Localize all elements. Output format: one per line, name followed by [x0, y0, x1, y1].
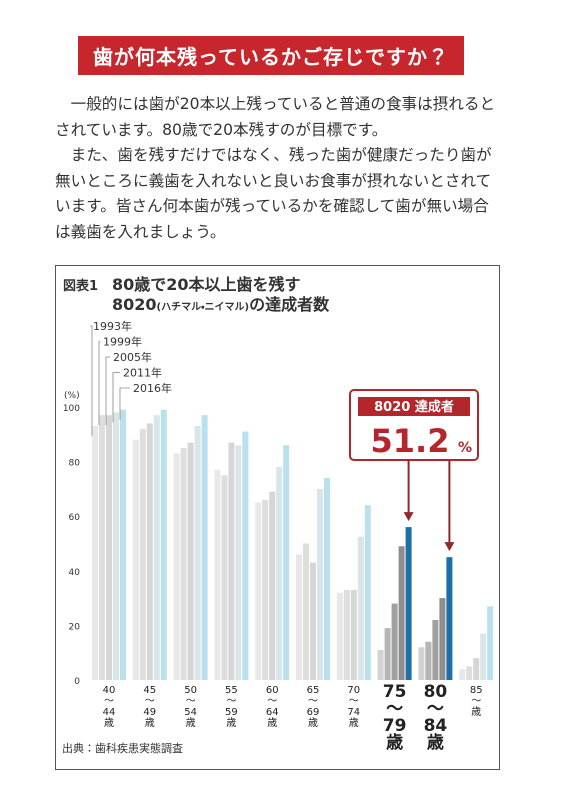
bar	[425, 641, 432, 680]
bar	[296, 554, 302, 680]
figure-source: 出典：歯科疾患実態調査	[62, 741, 183, 755]
bar	[228, 442, 235, 680]
y-tick-label: 0	[74, 677, 80, 687]
bar	[194, 426, 201, 680]
bar	[350, 589, 357, 680]
bar	[92, 426, 98, 680]
annotation-unit: %	[458, 440, 472, 456]
y-tick-label: 60	[69, 513, 81, 523]
annotation-text: 8020 達成者	[374, 399, 454, 415]
legend-label: 2016年	[133, 381, 172, 395]
body-text: 一般的には歯が20本以上残っていると普通の食事は摂れるとされています。80歳で2…	[55, 92, 499, 245]
bar	[132, 439, 139, 680]
y-tick-label: 40	[69, 568, 81, 578]
bar	[242, 431, 249, 680]
bar	[153, 415, 160, 680]
bar	[480, 633, 487, 680]
annotation-arrowhead	[403, 512, 414, 522]
bar	[317, 488, 323, 680]
header-banner: 歯が何本残っているかご存じですか？	[78, 36, 464, 75]
bar	[391, 603, 398, 680]
x-tick-label: 40 〜 44 歳	[103, 685, 116, 729]
bar	[276, 467, 283, 680]
bar	[146, 423, 153, 680]
bar	[459, 669, 466, 680]
legend-label: 1993年	[93, 319, 132, 333]
x-tick-label: 75 〜 79 歳	[383, 682, 407, 753]
bar	[99, 415, 105, 680]
legend-leader	[119, 387, 130, 420]
bar	[384, 628, 391, 680]
bar	[255, 502, 262, 680]
paragraph: 一般的には歯が20本以上残っていると普通の食事は摂れるとされています。80歳で2…	[55, 95, 496, 139]
bar	[262, 499, 269, 680]
bar	[446, 557, 453, 680]
bar	[310, 562, 316, 680]
header-title: 歯が何本残っているかご存じですか？	[93, 45, 449, 69]
bar	[303, 543, 309, 680]
y-tick-label: 100	[63, 404, 80, 414]
bar	[283, 445, 290, 680]
bar	[269, 491, 276, 680]
figure: 図表1 80歳で20本以上歯を残す 8020(ハチマル・ニイマル)の達成者数 出…	[55, 265, 500, 770]
legend-leader	[90, 325, 93, 437]
x-tick-label: 80 〜 84 歳	[424, 682, 448, 753]
y-tick-label: 20	[69, 622, 81, 632]
legend-label: 2011年	[123, 366, 162, 380]
bar	[214, 469, 221, 680]
y-axis-label: (%)	[64, 391, 80, 401]
bar	[405, 527, 412, 680]
bar	[113, 412, 119, 680]
bar	[180, 447, 187, 680]
bar	[221, 475, 228, 680]
figure-label: 図表1	[63, 278, 98, 294]
bar	[173, 453, 180, 680]
legend-leader	[112, 372, 120, 423]
annotation-arrowhead	[444, 542, 455, 552]
bar	[377, 649, 384, 680]
bar	[201, 415, 208, 680]
x-tick-label: 70 〜 74 歳	[347, 685, 360, 729]
bar	[357, 536, 364, 680]
figure-title-code: 8020	[112, 295, 157, 314]
bar	[439, 598, 446, 680]
bar	[343, 589, 350, 680]
bar	[473, 658, 480, 680]
bar	[398, 546, 405, 680]
bar	[487, 606, 494, 680]
bar	[187, 442, 194, 680]
figure-title: 80歳で20本以上歯を残す	[112, 275, 301, 294]
bar	[160, 409, 167, 680]
bar	[336, 592, 343, 680]
y-tick-label: 80	[69, 459, 81, 469]
paragraph: また、歯を残すだけではなく、残った歯が健康だったり歯が無いところに義歯を入れない…	[55, 146, 492, 241]
bar	[432, 619, 439, 680]
legend-leader	[105, 356, 110, 426]
bar	[364, 505, 371, 680]
x-tick-label: 45 〜 49 歳	[143, 685, 156, 729]
x-tick-label: 50 〜 54 歳	[184, 685, 197, 729]
bar	[466, 666, 473, 680]
legend-leader	[98, 341, 100, 426]
annotation-value: 51.2	[371, 422, 450, 460]
figure-title-reading: (ハチマル・ニイマル)	[157, 301, 250, 313]
legend-label: 2005年	[113, 350, 152, 364]
x-tick-label: 60 〜 64 歳	[266, 685, 279, 729]
x-tick-label: 65 〜 69 歳	[307, 685, 320, 729]
bar	[324, 477, 330, 680]
bar	[418, 647, 425, 680]
figure-title: 8020(ハチマル・ニイマル)の達成者数	[112, 295, 330, 314]
annotation-head	[358, 397, 470, 416]
bar	[120, 409, 126, 680]
legend-label: 1999年	[103, 335, 142, 349]
figure-title-rest: の達成者数	[249, 295, 330, 314]
x-tick-label: 55 〜 59 歳	[225, 685, 238, 729]
bar	[235, 445, 242, 680]
bar	[139, 428, 146, 680]
x-tick-label: 85 〜歳	[470, 685, 483, 718]
bar	[106, 415, 112, 680]
